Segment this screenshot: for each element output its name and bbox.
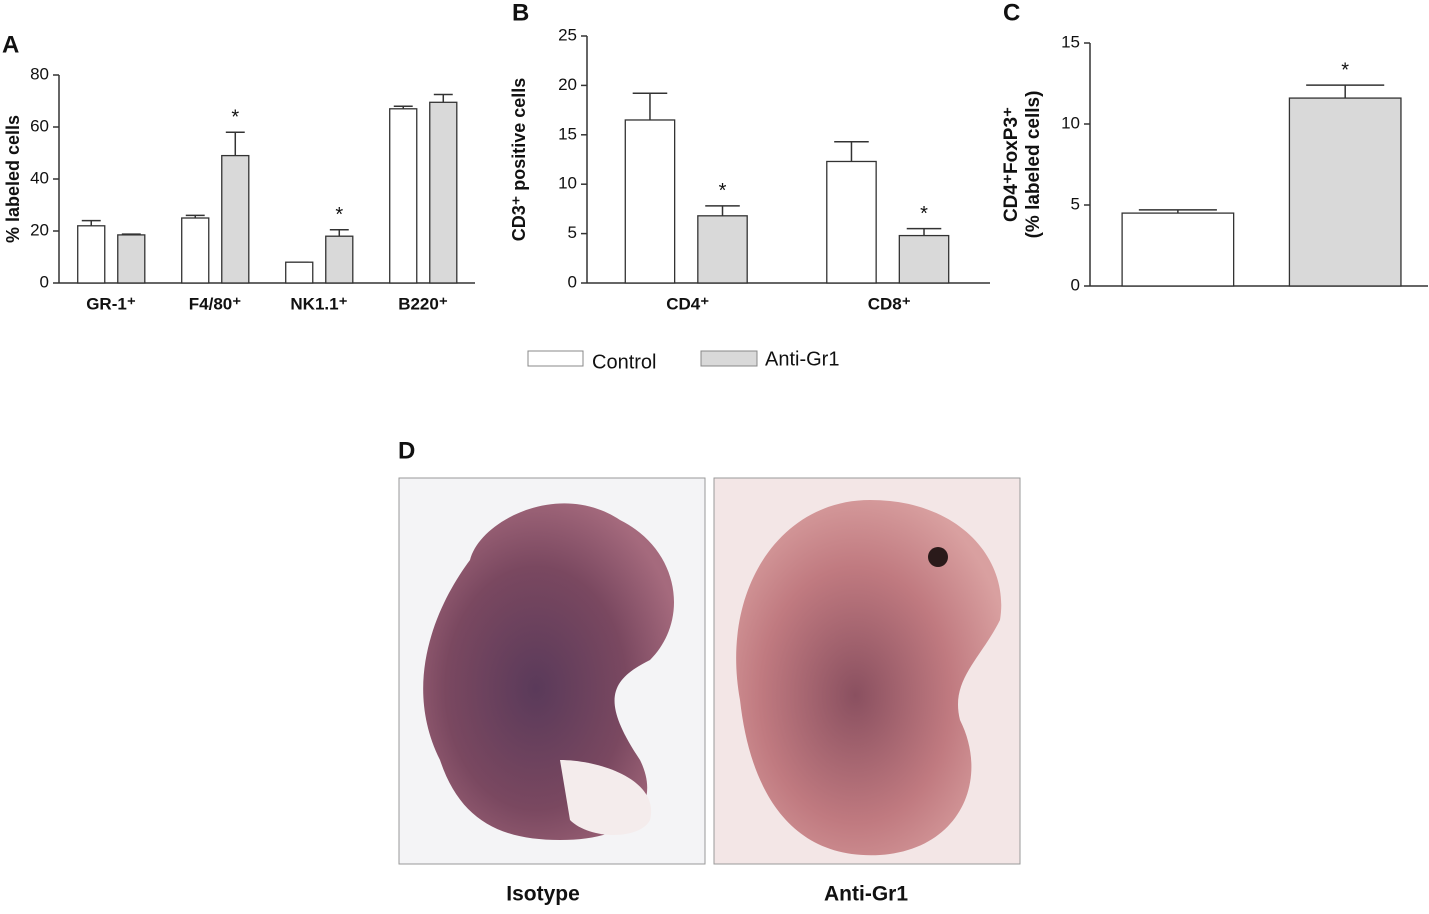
legend-label: Anti-Gr1 bbox=[765, 348, 839, 370]
bar bbox=[221, 154, 250, 284]
bar bbox=[325, 235, 354, 284]
bar bbox=[624, 119, 676, 284]
y-axis-label: CD3⁺ positive cells bbox=[509, 78, 529, 242]
significance-mark: * bbox=[335, 204, 343, 226]
x-tick-label: CD8⁺ bbox=[868, 294, 911, 313]
y-tick-label: 0 bbox=[40, 272, 49, 291]
bar bbox=[77, 225, 106, 284]
y-axis-label: % labeled cells bbox=[3, 115, 23, 243]
y-tick-label: 0 bbox=[1071, 275, 1080, 294]
panel-label: A bbox=[2, 31, 19, 58]
legend-swatch bbox=[700, 350, 758, 367]
y-tick-label: 10 bbox=[1061, 113, 1080, 132]
y-tick-label: 5 bbox=[1071, 194, 1080, 213]
panel-label: B bbox=[512, 0, 529, 26]
y-tick-label: 15 bbox=[1061, 32, 1080, 51]
photo-label: Isotype bbox=[506, 883, 580, 906]
photo-label: Anti-Gr1 bbox=[824, 883, 908, 906]
y-axis-label: (% labeled cells) bbox=[1023, 91, 1044, 239]
photo-detail bbox=[928, 547, 948, 567]
photo-subject bbox=[423, 503, 674, 840]
photo-detail bbox=[560, 760, 652, 835]
bar bbox=[117, 234, 146, 284]
legend-swatch bbox=[527, 350, 584, 367]
photo-subject bbox=[736, 500, 1002, 856]
x-tick-label: GR-1⁺ bbox=[86, 294, 136, 313]
y-tick-label: 80 bbox=[30, 64, 49, 83]
significance-mark: * bbox=[231, 106, 239, 128]
y-tick-label: 0 bbox=[568, 272, 577, 291]
bar bbox=[181, 217, 210, 284]
significance-mark: * bbox=[719, 180, 727, 202]
bar bbox=[429, 101, 458, 284]
significance-mark: * bbox=[1341, 59, 1349, 81]
y-tick-label: 10 bbox=[558, 174, 577, 193]
y-tick-label: 25 bbox=[558, 25, 577, 44]
bar bbox=[285, 261, 314, 284]
x-tick-label: B220⁺ bbox=[398, 294, 448, 313]
legend-label: Control bbox=[592, 351, 656, 373]
bar bbox=[826, 160, 877, 284]
y-tick-label: 5 bbox=[568, 223, 577, 242]
x-tick-label: CD4⁺ bbox=[666, 294, 709, 313]
panel-label: C bbox=[1003, 0, 1020, 26]
y-tick-label: 60 bbox=[30, 116, 49, 135]
y-tick-label: 20 bbox=[30, 220, 49, 239]
bar bbox=[1121, 212, 1235, 287]
panel-label: D bbox=[398, 437, 415, 464]
bar bbox=[1288, 97, 1402, 287]
y-tick-label: 40 bbox=[30, 168, 49, 187]
y-tick-label: 20 bbox=[558, 75, 577, 94]
x-tick-label: NK1.1⁺ bbox=[290, 294, 347, 313]
y-axis-label: CD4⁺FoxP3⁺ bbox=[1001, 107, 1022, 222]
bar bbox=[898, 234, 950, 284]
significance-mark: * bbox=[920, 203, 928, 225]
y-tick-label: 15 bbox=[558, 124, 577, 143]
x-tick-label: F4/80⁺ bbox=[189, 294, 241, 313]
bar bbox=[389, 108, 418, 284]
bar bbox=[697, 215, 748, 284]
